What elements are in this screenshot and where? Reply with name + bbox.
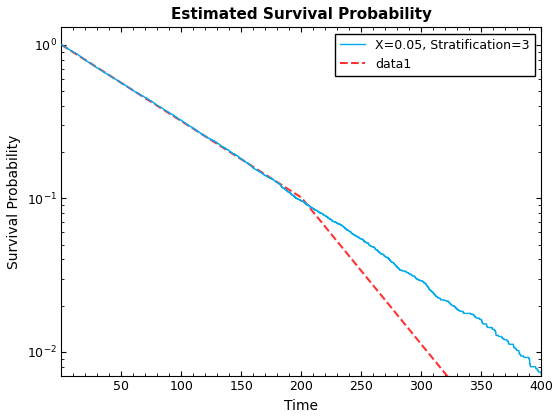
data1	[107, 74, 114, 79]
Legend: X=0.05, Stratification=3, data1: X=0.05, Stratification=3, data1	[335, 34, 535, 76]
Line: data1: data1	[62, 45, 541, 420]
X=0.05, Stratification=3	[58, 42, 65, 47]
X-axis label: Time: Time	[284, 399, 318, 413]
X=0.05, Stratification=3	[153, 103, 160, 108]
X=0.05, Stratification=3	[67, 47, 73, 52]
Title: Estimated Survival Probability: Estimated Survival Probability	[171, 7, 432, 22]
X=0.05, Stratification=3	[77, 54, 84, 59]
X=0.05, Stratification=3	[67, 47, 73, 52]
X=0.05, Stratification=3	[538, 371, 544, 376]
data1	[432, 359, 439, 364]
data1	[252, 166, 259, 171]
data1	[388, 304, 394, 310]
data1	[58, 42, 65, 47]
data1	[441, 370, 447, 375]
Line: X=0.05, Stratification=3: X=0.05, Stratification=3	[62, 45, 541, 374]
X=0.05, Stratification=3	[234, 153, 240, 158]
Y-axis label: Survival Probability: Survival Probability	[7, 134, 21, 269]
X=0.05, Stratification=3	[108, 74, 115, 79]
data1	[269, 177, 276, 182]
